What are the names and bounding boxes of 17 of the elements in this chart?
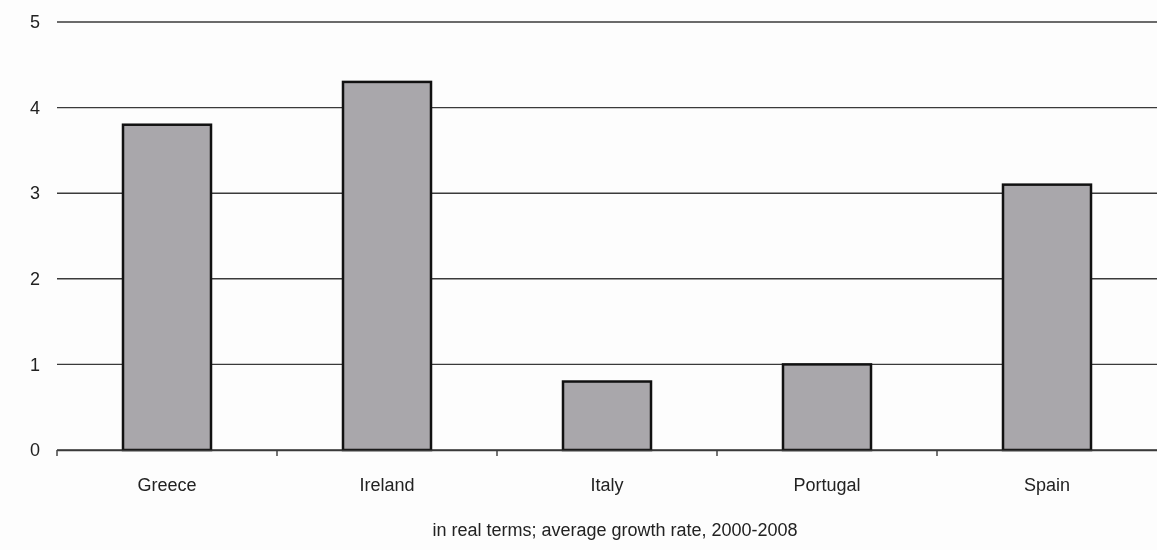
x-tick-label: Spain <box>1023 474 1071 495</box>
y-tick-label: 5 <box>29 12 40 33</box>
bar <box>341 80 433 452</box>
bar <box>1001 183 1093 452</box>
bar <box>121 123 213 452</box>
x-tick-label: Ireland <box>359 474 415 495</box>
y-tick-label: 3 <box>29 183 40 204</box>
x-tick-label: Portugal <box>793 474 861 495</box>
x-tick-label: Italy <box>590 474 624 495</box>
y-tick-label: 1 <box>29 354 40 375</box>
bar <box>781 363 873 452</box>
bar <box>561 380 653 452</box>
y-tick-label: 4 <box>29 97 40 118</box>
x-axis-title: in real terms; average growth rate, 2000-2008 <box>432 520 798 540</box>
y-tick-label: 2 <box>29 269 40 290</box>
y-tick-label: 0 <box>29 440 40 461</box>
x-tick-label: Greece <box>137 474 197 495</box>
